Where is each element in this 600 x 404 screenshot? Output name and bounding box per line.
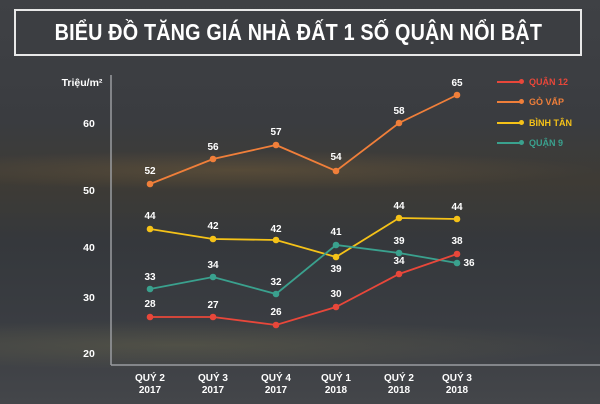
data-point <box>395 249 403 257</box>
legend-dot-icon <box>519 78 524 84</box>
series-line <box>150 253 458 326</box>
x-tick-label: QUÝ 3 <box>198 371 228 384</box>
y-tick-label: 60 <box>83 118 95 130</box>
data-point <box>395 119 403 127</box>
data-point <box>146 225 154 233</box>
data-point <box>272 290 280 298</box>
data-label: 42 <box>270 224 282 235</box>
data-point <box>332 167 340 175</box>
data-label: 44 <box>451 202 463 213</box>
data-point <box>332 241 340 249</box>
data-label: 41 <box>330 227 342 238</box>
data-point <box>453 215 461 223</box>
x-tick-year: 2018 <box>325 385 348 396</box>
legend-dot-icon <box>519 98 524 104</box>
data-point <box>146 180 154 188</box>
chart-title: BIỂU ĐỒ TĂNG GIÁ NHÀ ĐẤT 1 SỐ QUẬN NỔI B… <box>54 19 542 45</box>
data-point <box>209 313 217 321</box>
y-tick-label: 30 <box>83 292 95 304</box>
data-label: 28 <box>144 299 156 310</box>
legend-line-icon <box>497 78 524 84</box>
data-label: 52 <box>144 166 156 177</box>
data-label: 39 <box>330 264 342 275</box>
x-tick-label: QUÝ 2 <box>384 371 414 384</box>
background-glow <box>0 320 600 370</box>
data-point <box>332 303 340 311</box>
legend-dot-icon <box>519 139 524 145</box>
data-label: 44 <box>393 201 405 212</box>
legend-line-icon <box>497 98 524 104</box>
data-point <box>209 155 217 163</box>
data-label: 32 <box>270 277 282 288</box>
data-label: 33 <box>144 272 156 283</box>
series-line <box>149 94 458 185</box>
x-tick-year: 2017 <box>139 385 162 396</box>
x-tick-year: 2017 <box>202 385 225 396</box>
legend-line-icon <box>497 139 524 145</box>
x-tick-label: QUÝ 4 <box>261 371 291 384</box>
x-tick-year: 2017 <box>265 385 288 396</box>
y-axis-label: Triệu/m² <box>62 77 103 89</box>
data-point <box>332 253 340 261</box>
data-label: 57 <box>270 127 282 138</box>
legend-dot-icon <box>519 119 524 125</box>
background-glow <box>0 150 600 190</box>
series-line <box>149 244 458 295</box>
x-tick-year: 2018 <box>388 385 411 396</box>
data-label: 54 <box>330 152 342 163</box>
data-label: 30 <box>330 289 342 300</box>
data-label: 58 <box>393 106 405 117</box>
data-label: 38 <box>451 236 463 247</box>
data-label: 34 <box>393 256 405 267</box>
data-point <box>272 236 280 244</box>
data-label: 26 <box>270 307 282 318</box>
y-tick-label: 20 <box>83 348 95 360</box>
data-label: 56 <box>207 142 219 153</box>
data-label: 34 <box>207 260 219 271</box>
data-point <box>453 91 461 99</box>
data-label: 44 <box>144 211 156 222</box>
legend-label: GÒ VẤP <box>529 96 565 107</box>
data-point <box>272 321 280 329</box>
x-tick-year: 2018 <box>446 385 469 396</box>
x-tick-label: QUÝ 3 <box>442 371 472 384</box>
data-point <box>453 250 461 258</box>
data-label: 65 <box>451 78 463 89</box>
legend-item: GÒ VẤP <box>497 92 572 111</box>
y-tick-label: 40 <box>83 242 95 254</box>
y-tick-label: 50 <box>83 185 95 197</box>
legend-label: BÌNH TÂN <box>529 117 572 128</box>
x-tick-label: QUÝ 1 <box>321 371 351 384</box>
data-label: 36 <box>463 258 475 269</box>
legend-line-icon <box>497 119 524 125</box>
data-label: 27 <box>207 300 219 311</box>
data-point <box>146 285 154 293</box>
data-point <box>209 273 217 281</box>
title-banner: BIỂU ĐỒ TĂNG GIÁ NHÀ ĐẤT 1 SỐ QUẬN NỔI B… <box>14 9 582 56</box>
x-tick-label: QUÝ 2 <box>135 371 165 384</box>
data-point <box>395 214 403 222</box>
legend: QUẬN 12 GÒ VẤP BÌNH TÂN QUẬN 9 <box>497 72 572 153</box>
data-point <box>395 270 403 278</box>
series-line <box>149 217 458 258</box>
data-point <box>272 141 280 149</box>
legend-item: QUẬN 12 <box>497 72 572 91</box>
data-label: 39 <box>393 236 405 247</box>
legend-label: QUẬN 9 <box>529 137 564 148</box>
data-point <box>453 259 461 267</box>
data-point <box>146 313 154 321</box>
legend-item: BÌNH TÂN <box>497 113 572 132</box>
legend-label: QUẬN 12 <box>529 76 569 87</box>
data-point <box>209 235 217 243</box>
legend-item: QUẬN 9 <box>497 133 572 152</box>
data-label: 42 <box>207 221 219 232</box>
